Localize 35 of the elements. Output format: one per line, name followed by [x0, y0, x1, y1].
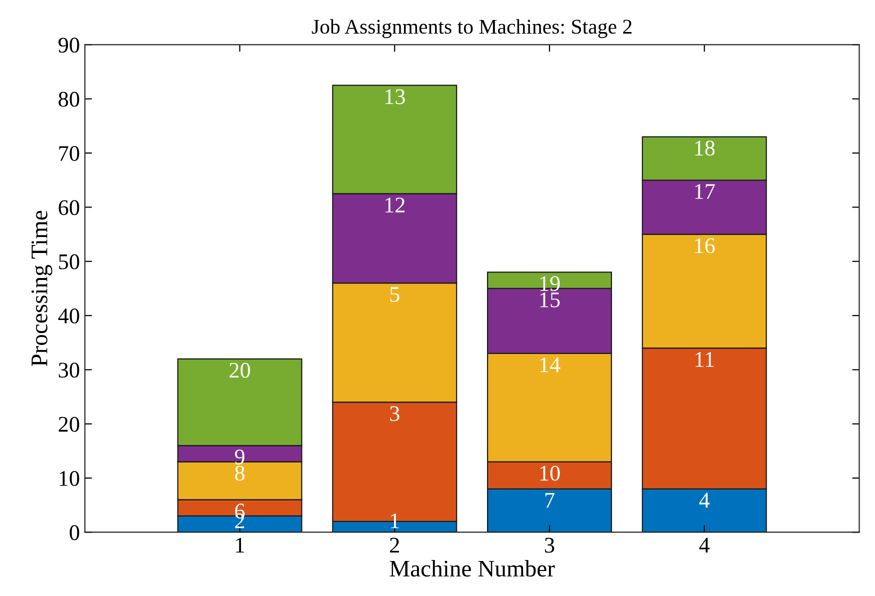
annotation: 12	[385, 198, 405, 212]
annotation: 20	[230, 362, 250, 378]
x-axis-title: Machine Number	[390, 560, 555, 577]
y-tick-label: 90	[58, 38, 80, 53]
annotation: 19	[540, 276, 560, 292]
annotation: 16	[695, 238, 715, 254]
y-axis-title: Processing Time	[32, 210, 52, 366]
y-tick-label: 20	[58, 416, 80, 432]
y-tick-label: 80	[58, 92, 80, 107]
annotation: 1	[391, 513, 399, 528]
annotation: 17	[695, 184, 715, 199]
x-tick-label: 3	[545, 538, 554, 553]
y-tick-label: 70	[59, 146, 80, 161]
annotation: 8	[235, 466, 244, 481]
y-tick-label: 10	[60, 470, 80, 486]
annotation: 11	[696, 352, 714, 367]
x-tick-label: 1	[236, 538, 244, 553]
y-tick-label: 0	[70, 525, 80, 540]
annotation: 3	[390, 406, 400, 422]
y-tick-label: 30	[58, 362, 80, 378]
annotation: 13	[385, 89, 405, 104]
x-tick-label: 2	[390, 538, 399, 553]
y-tick-label: 60	[58, 200, 80, 216]
y-tick-label: 50	[59, 254, 80, 270]
annotation: 15	[540, 292, 560, 308]
annotation: 9	[234, 450, 244, 464]
annotation: 4	[699, 492, 710, 508]
annotation: 10	[540, 466, 560, 481]
y-tick-label: 40	[58, 308, 80, 324]
chart-title: Job Assignments to Machines: Stage 2	[312, 19, 632, 38]
x-tick-label: 4	[699, 538, 710, 553]
annotation: 5	[390, 287, 400, 302]
annotation: 18	[695, 140, 715, 156]
annotation: 14	[540, 357, 560, 372]
annotation: 7	[545, 493, 554, 508]
